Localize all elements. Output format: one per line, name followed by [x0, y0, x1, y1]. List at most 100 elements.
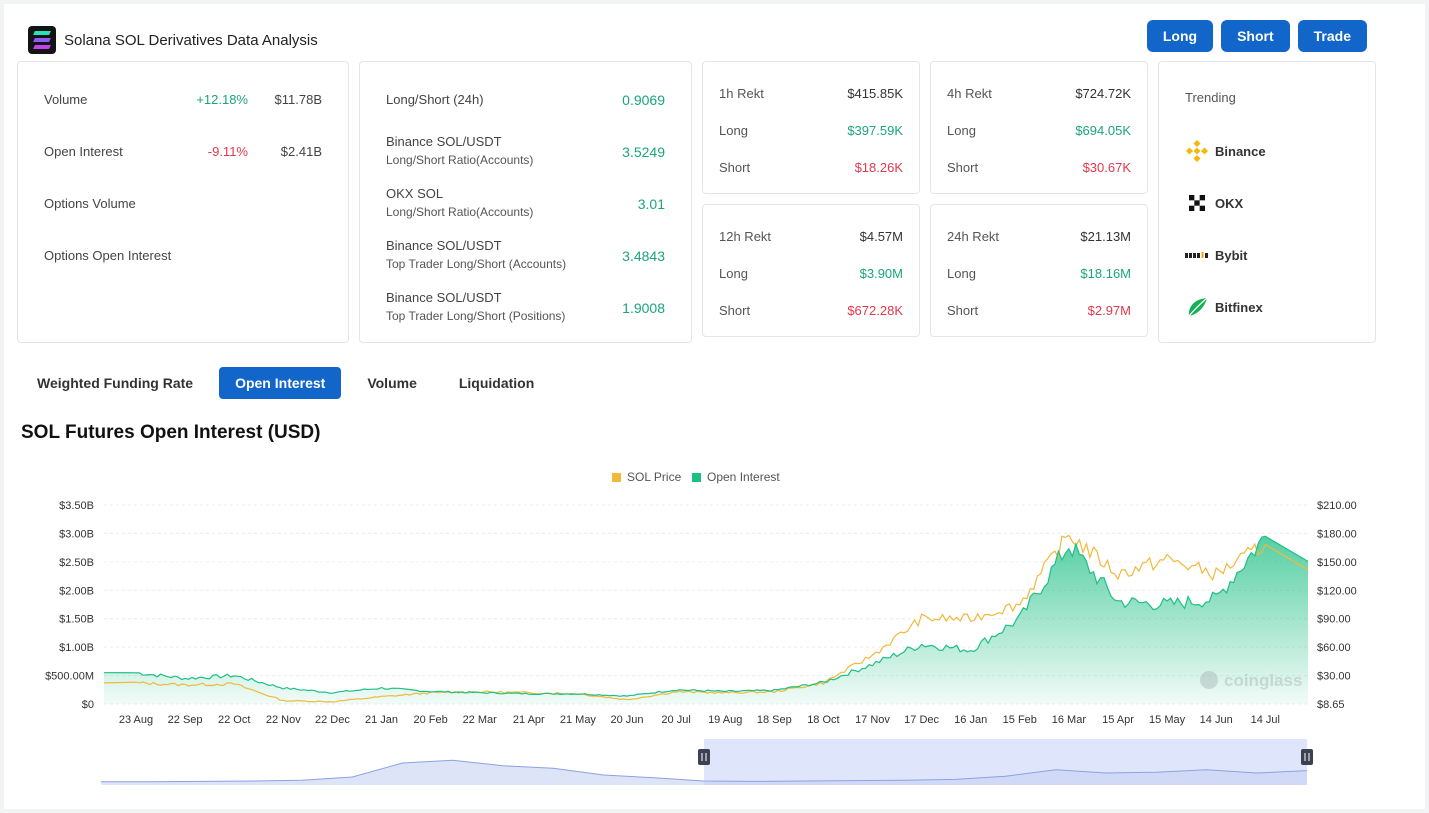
page-header: Solana SOL Derivatives Data Analysis [28, 26, 318, 54]
volume-change: +12.18% [196, 92, 248, 107]
x-tick-label: 19 Aug [708, 714, 742, 726]
bitfinex-icon [1185, 296, 1209, 318]
x-tick-label: 15 May [1149, 714, 1186, 726]
trending-exchange-okx[interactable]: OKX [1185, 192, 1243, 214]
trending-exchange-bitfinex[interactable]: Bitfinex [1185, 296, 1263, 318]
page-title: Solana SOL Derivatives Data Analysis [64, 31, 318, 49]
tab-volume[interactable]: Volume [351, 367, 433, 399]
rekt-1h-card: 1h Rekt $415.85K Long $397.59K Short $18.26… [702, 61, 920, 194]
rekt-long-label: Long [947, 266, 976, 281]
x-tick-label: 22 Nov [266, 714, 301, 726]
ls-label: Binance SOL/USDT [386, 290, 502, 305]
exchange-name: Bybit [1215, 247, 1248, 263]
rekt-short-label: Short [947, 303, 979, 318]
y-right-tick-label: $8.65 [1317, 699, 1345, 711]
x-tick-label: 20 Jun [610, 714, 643, 726]
open-interest-label: Open Interest [44, 144, 123, 159]
chart-legend: SOL Price Open Interest [612, 470, 780, 484]
open-interest-chart[interactable]: SOL Price Open Interest $0 $8.65 $500.00M $30… [4, 459, 1425, 729]
solana-logo-icon [28, 26, 56, 54]
binance-icon [1185, 140, 1209, 162]
coinglass-watermark: coinglass [1200, 671, 1302, 690]
rekt-4h-short: $30.67K [1082, 160, 1131, 175]
options-volume-label: Options Volume [44, 196, 136, 211]
x-tick-label: 17 Nov [855, 714, 890, 726]
rekt-12h-total: $4.57M [859, 229, 903, 244]
x-tick-label: 14 Jun [1200, 714, 1233, 726]
long-short-card: Long/Short (24h) 0.9069 Binance SOL/USDT… [359, 61, 692, 343]
legend-swatch [692, 473, 701, 482]
open-interest-line [103, 535, 1309, 697]
ls-value: 1.9008 [622, 300, 665, 316]
metric-tabs: Weighted Funding Rate Open Interest Volu… [21, 367, 551, 399]
rekt-long-label: Long [719, 123, 748, 138]
ls-value: 3.01 [637, 196, 665, 212]
ls-label: Binance SOL/USDT [386, 134, 502, 149]
x-tick-label: 22 Mar [463, 714, 498, 726]
y-left-tick-label: $500.00M [45, 671, 94, 683]
ls-value: 0.9069 [622, 92, 665, 108]
trending-exchange-bybit[interactable]: Bybit [1185, 244, 1248, 266]
x-tick-label: 17 Dec [904, 714, 939, 726]
rekt-short-label: Short [719, 160, 751, 175]
navigator-handle[interactable] [1301, 749, 1313, 765]
y-right-tick-label: $180.00 [1317, 528, 1357, 540]
x-tick-label: 18 Oct [807, 714, 839, 726]
rekt-4h-total: $724.72K [1075, 86, 1131, 101]
tab-open-interest[interactable]: Open Interest [219, 367, 342, 399]
x-tick-label: 22 Sep [168, 714, 203, 726]
ls-value: 3.4843 [622, 248, 665, 264]
rekt-4h-long: $694.05K [1075, 123, 1131, 138]
rekt-12h-short: $672.28K [847, 303, 903, 318]
open-interest-change: -9.11% [207, 144, 248, 159]
y-right-tick-label: $90.00 [1317, 614, 1351, 626]
action-buttons: Long Short Trade [1146, 20, 1367, 52]
rekt-24h-total: $21.13M [1080, 229, 1131, 244]
trending-title: Trending [1185, 90, 1236, 105]
rekt-1h-long: $397.59K [847, 123, 903, 138]
x-tick-label: 21 Apr [513, 714, 545, 726]
y-left-tick-label: $2.00B [59, 585, 94, 597]
long-button[interactable]: Long [1146, 20, 1214, 52]
rekt-1h-label: 1h Rekt [719, 86, 764, 101]
navigator-handle[interactable] [698, 749, 710, 765]
rekt-long-label: Long [947, 123, 976, 138]
y-left-tick-label: $3.00B [59, 528, 94, 540]
y-right-tick-label: $150.00 [1317, 557, 1357, 569]
navigator-area [101, 760, 1307, 785]
ls-sublabel: Top Trader Long/Short (Positions) [386, 309, 566, 323]
sol-price-line [103, 534, 1309, 703]
y-right-tick-label: $30.00 [1317, 671, 1351, 683]
x-tick-label: 16 Mar [1052, 714, 1087, 726]
y-left-tick-label: $0 [82, 699, 94, 711]
trending-exchange-binance[interactable]: Binance [1185, 140, 1266, 162]
overview-card: Volume +12.18% $11.78B Open Interest -9.… [17, 61, 349, 343]
ls-value: 3.5249 [622, 144, 665, 160]
x-tick-label: 16 Jan [954, 714, 987, 726]
rekt-24h-label: 24h Rekt [947, 229, 1000, 244]
y-left-tick-label: $2.50B [59, 557, 94, 569]
tab-liquidation[interactable]: Liquidation [442, 367, 551, 399]
ls-sublabel: Long/Short Ratio(Accounts) [386, 205, 534, 219]
chart-navigator[interactable] [4, 739, 1425, 787]
exchange-name: Bitfinex [1215, 299, 1263, 315]
bybit-icon [1185, 244, 1209, 266]
x-tick-label: 15 Feb [1003, 714, 1037, 726]
y-left-tick-label: $1.50B [59, 614, 94, 626]
rekt-12h-long: $3.90M [859, 266, 903, 281]
rekt-long-label: Long [719, 266, 748, 281]
rekt-1h-short: $18.26K [854, 160, 903, 175]
rekt-short-label: Short [719, 303, 751, 318]
x-tick-label: 21 Jan [365, 714, 398, 726]
rekt-4h-label: 4h Rekt [947, 86, 992, 101]
x-tick-label: 20 Jul [661, 714, 690, 726]
short-button[interactable]: Short [1221, 20, 1290, 52]
ls-label: OKX SOL [386, 186, 444, 201]
y-right-tick-label: $120.00 [1317, 585, 1357, 597]
rekt-24h-short: $2.97M [1087, 303, 1131, 318]
trade-button[interactable]: Trade [1297, 20, 1367, 52]
tab-weighted-funding-rate[interactable]: Weighted Funding Rate [21, 367, 210, 399]
legend-label: SOL Price [627, 470, 682, 484]
x-tick-label: 22 Oct [218, 714, 250, 726]
x-tick-label: 22 Dec [315, 714, 350, 726]
